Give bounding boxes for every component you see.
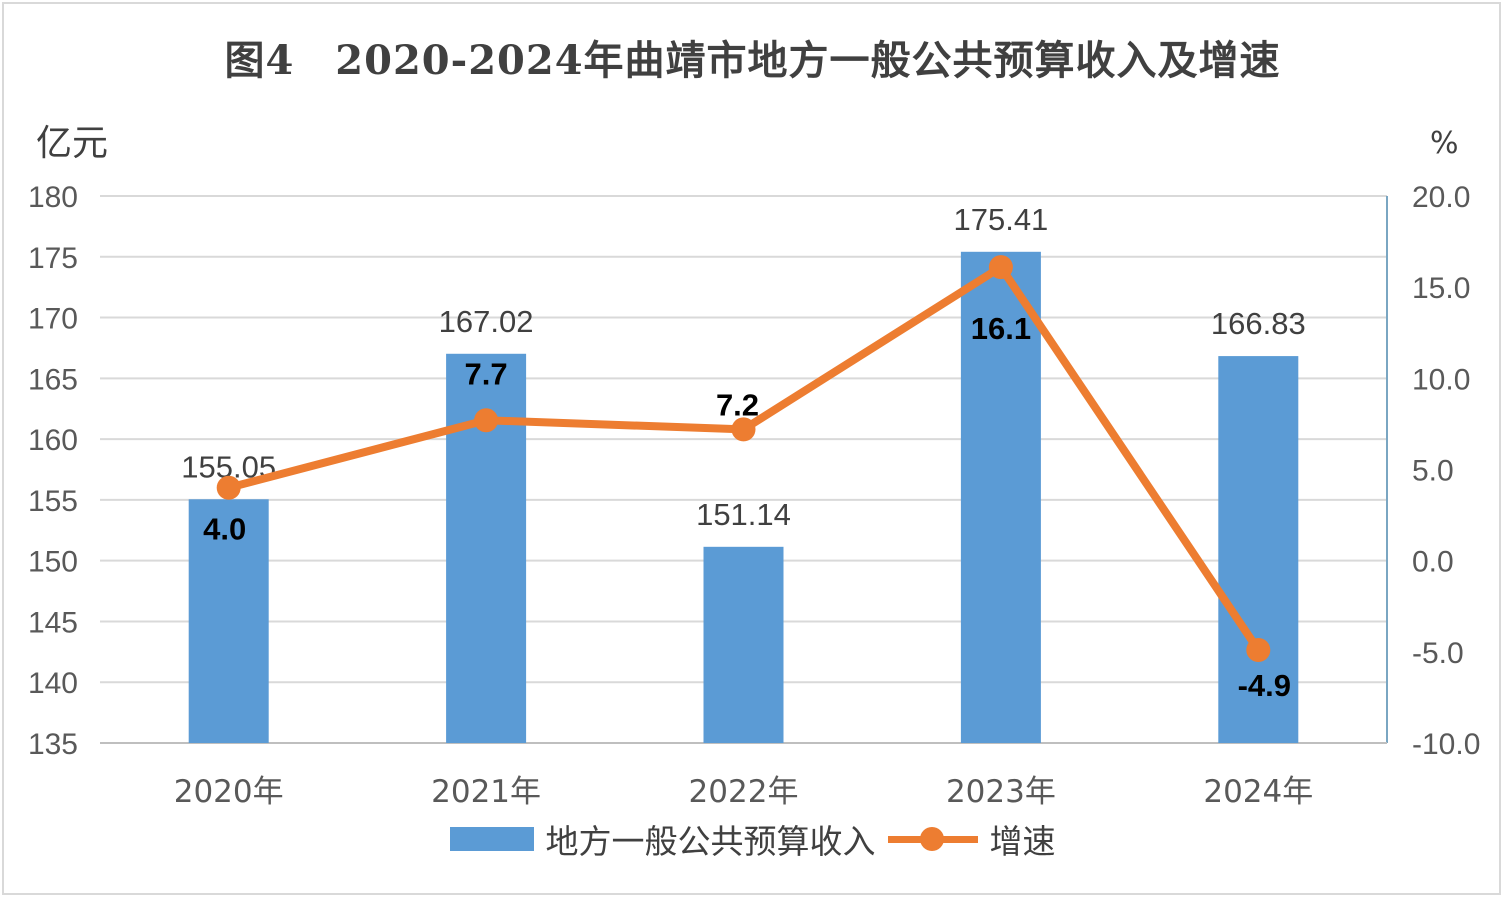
left-tick-label: 155 — [28, 485, 78, 518]
growth-value-label: 16.1 — [971, 311, 1031, 346]
chart-title: 图4 2020-2024年曲靖市地方一般公共预算收入及增速 — [224, 37, 1281, 84]
left-tick-label: 175 — [28, 242, 78, 275]
legend-item-bars: 地方一般公共预算收入 — [449, 815, 876, 863]
right-tick-label: 5.0 — [1412, 455, 1454, 488]
legend-label-line: 增速 — [989, 822, 1056, 861]
bar-value-label: 175.41 — [953, 202, 1048, 237]
growth-value-label: 7.7 — [465, 356, 508, 391]
left-tick-label: 160 — [28, 424, 78, 457]
right-tick-label: -5.0 — [1412, 637, 1464, 670]
growth-point — [731, 417, 756, 442]
left-axis-unit: 亿元 — [36, 123, 109, 164]
bar-value-label: 167.02 — [439, 304, 534, 339]
legend-swatch-bars — [449, 827, 534, 851]
legend: 地方一般公共预算收入 增速 — [0, 814, 1505, 864]
right-axis-unit: % — [1430, 126, 1459, 161]
category-label: 2024年 — [1203, 774, 1313, 810]
growth-value-label: 4.0 — [203, 512, 246, 547]
bar — [188, 499, 269, 743]
category-label: 2022年 — [689, 774, 799, 810]
growth-point — [474, 408, 499, 433]
left-tick-label: 140 — [28, 667, 78, 700]
right-tick-label: 20.0 — [1412, 181, 1470, 214]
category-label: 2020年 — [174, 774, 284, 810]
bar — [960, 251, 1041, 743]
category-label: 2021年 — [431, 774, 541, 810]
growth-point — [1246, 638, 1271, 663]
left-tick-label: 165 — [28, 363, 78, 396]
bar-value-label: 151.14 — [696, 497, 791, 532]
right-tick-label: 15.0 — [1412, 272, 1470, 305]
right-tick-label: 10.0 — [1412, 363, 1470, 396]
left-tick-label: 145 — [28, 606, 78, 639]
bar — [1218, 356, 1299, 743]
legend-label-bars: 地方一般公共预算收入 — [545, 822, 876, 861]
legend-item-line: 增速 — [887, 815, 1056, 863]
left-tick-label: 150 — [28, 546, 78, 579]
right-tick-label: -10.0 — [1412, 728, 1480, 761]
right-tick-label: 0.0 — [1412, 546, 1454, 579]
growth-point — [988, 255, 1013, 280]
left-tick-label: 180 — [28, 181, 78, 214]
category-label: 2023年 — [946, 774, 1056, 810]
growth-value-label: 7.2 — [716, 387, 759, 422]
growth-value-label: -4.9 — [1238, 668, 1291, 703]
bar — [703, 546, 784, 743]
bar-value-label: 166.83 — [1211, 306, 1306, 341]
growth-point — [216, 475, 241, 500]
legend-swatch-line — [887, 827, 978, 851]
left-tick-label: 170 — [28, 303, 78, 336]
left-tick-label: 135 — [28, 728, 78, 761]
